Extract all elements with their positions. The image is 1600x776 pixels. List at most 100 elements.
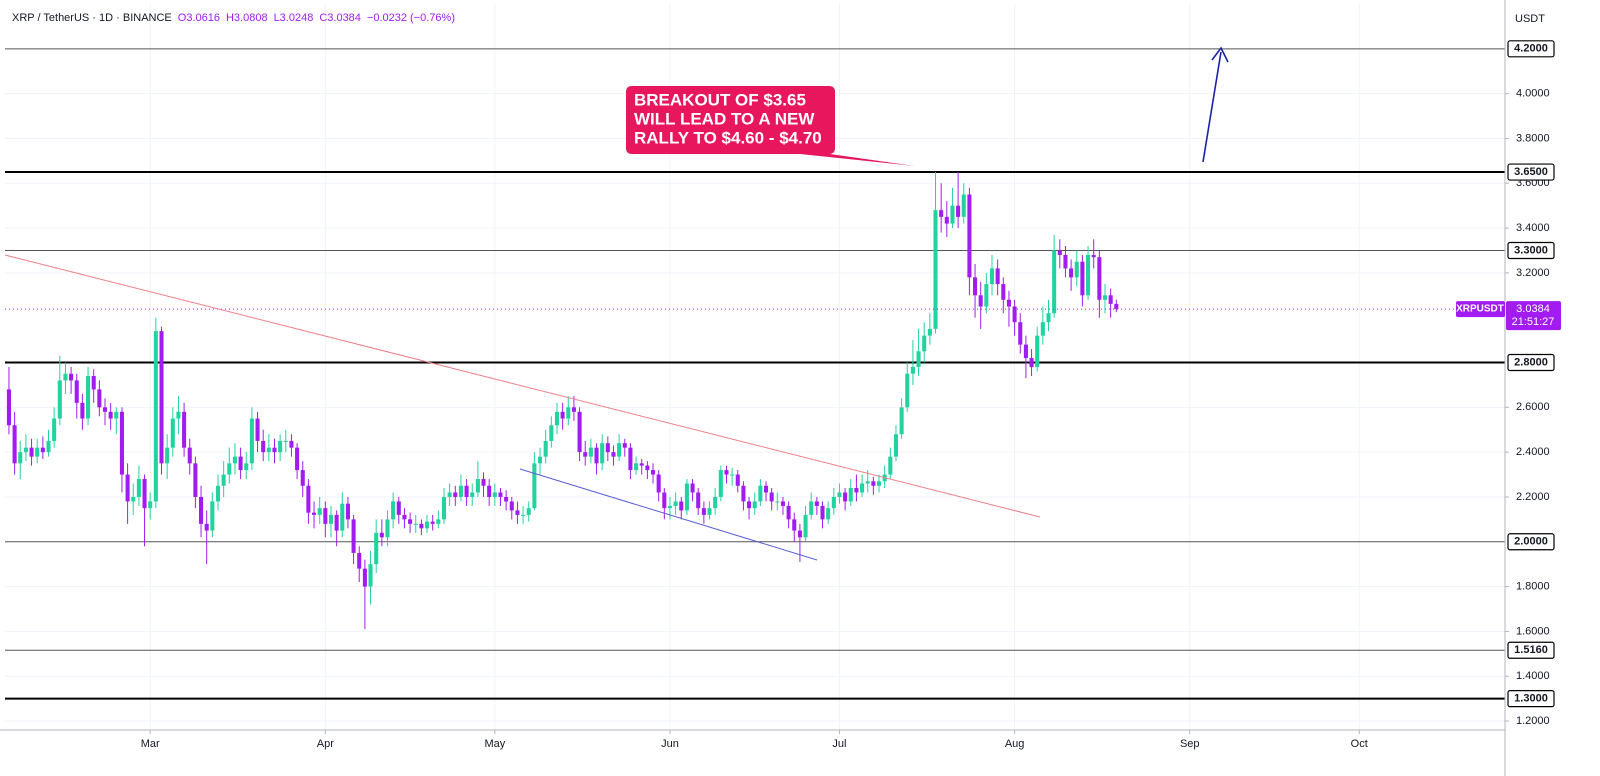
candle-body (1114, 303, 1119, 310)
candle-body (487, 485, 492, 497)
candle-body (244, 463, 249, 471)
candle-body (340, 503, 345, 531)
candle-body (447, 492, 452, 497)
candle-body (278, 440, 283, 453)
candle-body (650, 470, 656, 475)
candle-body (871, 481, 876, 486)
badge-price: 3.0384 (1516, 303, 1550, 315)
y-tick-label: 3.4000 (1516, 222, 1550, 234)
candle-body (436, 519, 441, 524)
candle-body (210, 501, 215, 531)
candle-body (566, 407, 571, 419)
candle-body (865, 481, 870, 484)
candle-body (351, 519, 356, 553)
candle-body (956, 205, 961, 217)
ohlc-value: H3.0808 (226, 12, 268, 24)
candle-body (249, 418, 254, 464)
candle-body (232, 456, 237, 464)
candle-body (752, 501, 757, 509)
candle-body (888, 456, 893, 475)
candle-body (1080, 261, 1085, 296)
ohlc-value: L3.0248 (274, 12, 314, 24)
candle-body (978, 295, 983, 307)
ohlc: O3.0616 H3.0808 L3.0248 C3.0384 −0.0232 (−0.… (178, 12, 455, 24)
currency-label: USDT (1515, 13, 1545, 25)
candle-body (927, 328, 932, 336)
candle-body (12, 425, 17, 464)
candle-body (102, 407, 108, 412)
candle-body (136, 479, 141, 497)
candle-body (961, 194, 966, 217)
level-label: 3.6500 (1514, 166, 1548, 178)
candle-body (57, 380, 62, 419)
candle-body (1108, 295, 1113, 304)
y-tick-label: 2.2000 (1516, 491, 1550, 503)
x-tick-label: Mar (141, 738, 160, 750)
candle-body (131, 496, 136, 502)
ohlc-value: −0.0232 (−0.76%) (367, 12, 455, 24)
candle-body (634, 463, 639, 471)
x-tick-label: May (484, 738, 505, 750)
candle-body (537, 456, 543, 464)
callout-line: RALLY TO $4.60 - $4.70 (634, 128, 822, 147)
candle-body (385, 519, 390, 538)
candle-body (588, 447, 593, 457)
y-tick-label: 4.0000 (1516, 88, 1550, 100)
candle-body (328, 514, 334, 524)
x-tick-label: Aug (1005, 738, 1025, 750)
candle-body (792, 519, 797, 531)
candle-body (662, 492, 667, 509)
candle-body (108, 411, 113, 419)
candle-body (577, 411, 582, 453)
candle-body (125, 474, 130, 502)
candle-body (261, 440, 266, 453)
candle-body (119, 411, 124, 475)
candle-body (617, 443, 622, 457)
candle-body (1040, 322, 1045, 336)
candle-body (628, 447, 633, 471)
candle-body (413, 523, 418, 525)
candle-body (176, 411, 181, 419)
badge-symbol: XRPUSDT (1456, 304, 1504, 315)
candle-body (46, 440, 51, 453)
y-tick-label: 2.4000 (1516, 446, 1550, 458)
candle-body (402, 514, 407, 520)
candle-body (549, 425, 554, 441)
candle-body (425, 521, 430, 529)
y-tick-label: 2.6000 (1516, 401, 1550, 413)
candle-body (199, 496, 204, 524)
candle-body (989, 268, 995, 285)
candle-body (515, 510, 520, 515)
candle-body (165, 447, 170, 464)
level-label: 1.5160 (1514, 644, 1548, 656)
candle-body (35, 447, 40, 457)
candle-body (673, 501, 678, 506)
candle-body (747, 501, 752, 509)
x-tick-label: Apr (317, 738, 334, 750)
symbol-info: XRP / TetherUS · 1D · BINANCE (12, 12, 172, 24)
candle-body (266, 447, 271, 453)
y-tick-label: 3.2000 (1516, 267, 1550, 279)
candle-body (475, 479, 480, 493)
candle-body (1091, 254, 1096, 258)
candle-body (1046, 313, 1051, 323)
candle-body (6, 389, 11, 426)
candle-body (204, 523, 209, 531)
candle-body (826, 508, 831, 520)
candle-body (718, 470, 723, 497)
candle-body (583, 452, 588, 457)
candle-body (1086, 254, 1091, 296)
candle-body (182, 411, 187, 448)
candle-body (679, 501, 684, 511)
level-label-box (1507, 40, 1555, 58)
candle-body (820, 505, 825, 520)
candle-body (391, 501, 396, 520)
y-tick-label: 3.8000 (1516, 132, 1550, 144)
candle-body (1102, 295, 1108, 300)
candle-body (1018, 322, 1023, 345)
candle-body (86, 375, 91, 419)
candle-body (1035, 335, 1040, 367)
candle-body (295, 447, 300, 471)
candle-body (560, 411, 565, 419)
level-label: 1.3000 (1514, 693, 1548, 705)
